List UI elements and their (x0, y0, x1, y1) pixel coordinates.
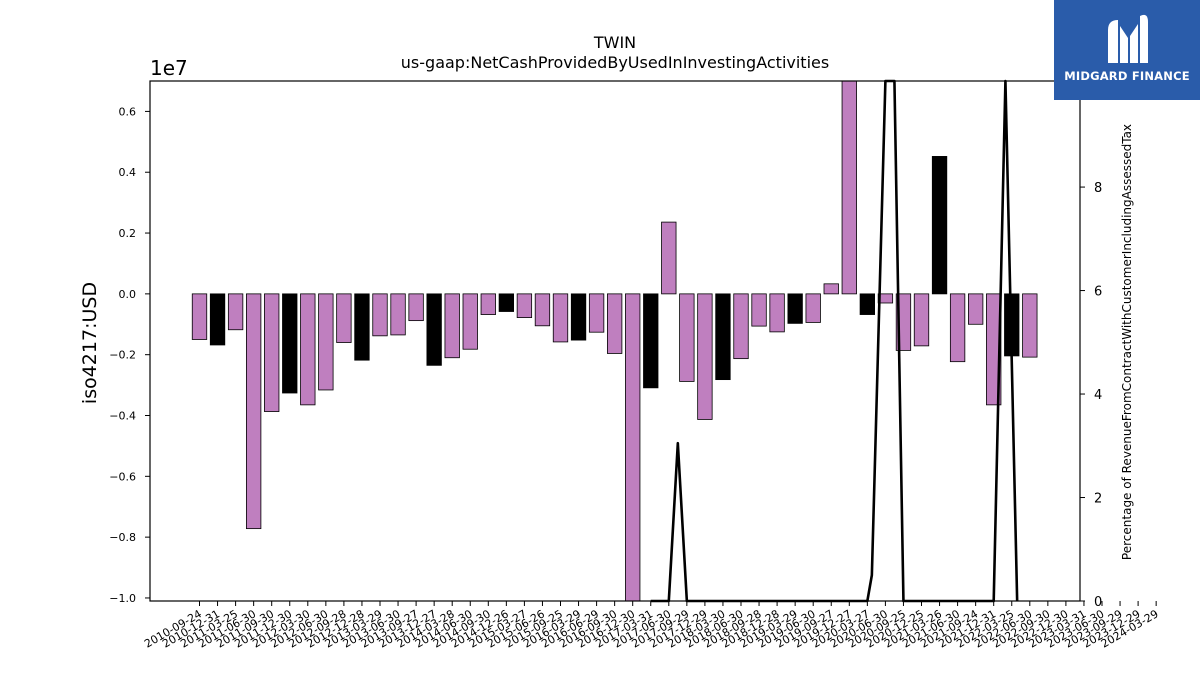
bar (462, 293, 478, 350)
bar (336, 293, 352, 343)
bar (444, 293, 460, 359)
bar (390, 293, 406, 336)
plot-frame (149, 80, 1081, 602)
y-tick-label: −0.4 (109, 410, 136, 423)
y-tick-label: −1.0 (109, 592, 136, 605)
bar (931, 156, 948, 295)
midgard-logo-icon (1108, 14, 1148, 63)
bar (986, 293, 1002, 406)
bar (209, 293, 226, 346)
bar (859, 293, 875, 315)
y-tick-label: 0.4 (119, 166, 137, 179)
bar (751, 293, 767, 327)
bar (1022, 293, 1038, 358)
bar (426, 293, 442, 366)
y-tick-label: 0.2 (119, 227, 137, 240)
bar (643, 293, 659, 389)
bar (552, 293, 569, 343)
bar (715, 293, 731, 381)
y-tick-label: −0.2 (109, 349, 136, 362)
line-series (650, 79, 1019, 603)
bar (949, 293, 966, 363)
line-group (650, 79, 1019, 603)
y-axis: 0.6 0.4 0.2 0.0 −0.2 −0.4 −0.6 −0.8 −1.0 (109, 105, 150, 605)
y-tick-label: 0.6 (119, 105, 137, 118)
bar (191, 293, 208, 340)
bar (968, 293, 984, 325)
bar (480, 293, 496, 315)
bar (841, 80, 857, 295)
x-axis: 2010-09-242010-12-312011-03-252011-06-30… (142, 601, 1161, 651)
y-tick-label: 0.0 (119, 288, 137, 301)
bar (498, 293, 515, 312)
bar (661, 221, 677, 295)
y2-tick-label: 0 (1094, 595, 1102, 610)
bar (264, 293, 280, 412)
y2-tick-label: 6 (1094, 285, 1102, 300)
bar (769, 293, 785, 333)
brand-logo: MIDGARD FINANCE (1054, 0, 1200, 100)
bar (282, 293, 298, 394)
bar (372, 293, 388, 337)
brand-name: MIDGARD FINANCE (1064, 69, 1190, 83)
y2-tick-label: 4 (1094, 388, 1102, 403)
y2-tick-label: 2 (1094, 492, 1102, 507)
bar (534, 293, 551, 327)
y2-tick-label: 8 (1094, 181, 1102, 196)
bar (570, 293, 587, 341)
y-multiplier-label: 1e7 (150, 56, 188, 80)
bar (245, 293, 262, 530)
bar (227, 293, 244, 331)
bar (787, 293, 803, 324)
y-tick-label: −0.8 (109, 531, 136, 544)
bar (588, 293, 605, 333)
bar (318, 293, 334, 391)
bar (516, 293, 533, 318)
bar (679, 293, 695, 382)
bar (805, 293, 821, 323)
bar (625, 293, 641, 602)
chart-subtitle: us-gaap:NetCashProvidedByUsedInInvesting… (401, 53, 829, 72)
bar-group (191, 80, 1038, 602)
chart-title: TWIN (593, 33, 636, 52)
bar (823, 283, 839, 295)
bar (697, 293, 713, 420)
y2-axis: 0 2 4 6 8 (1080, 181, 1102, 610)
y2-axis-label: Percentage of RevenueFromContractWithCus… (1120, 124, 1134, 560)
bar (607, 293, 623, 354)
bar (913, 293, 930, 347)
y-axis-label: iso4217:USD (79, 282, 101, 404)
bar (300, 293, 316, 406)
y-tick-label: −0.6 (109, 470, 136, 483)
bar (733, 293, 749, 360)
bar (354, 293, 370, 361)
bar (408, 293, 424, 322)
